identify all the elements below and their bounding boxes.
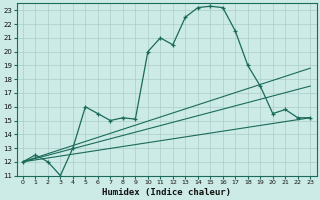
- X-axis label: Humidex (Indice chaleur): Humidex (Indice chaleur): [102, 188, 231, 197]
